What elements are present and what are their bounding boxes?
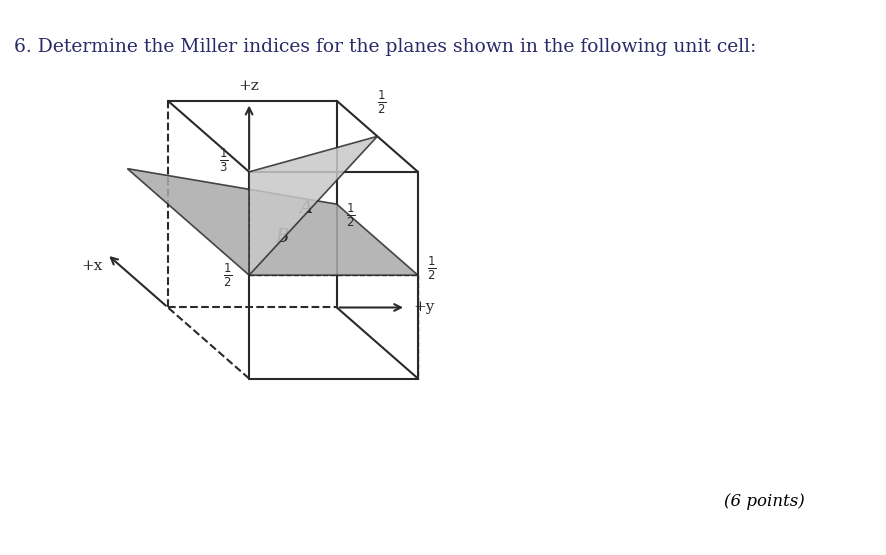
Text: $\frac{1}{2}$: $\frac{1}{2}$ <box>346 201 355 229</box>
Text: $\frac{1}{3}$: $\frac{1}{3}$ <box>218 147 228 174</box>
Text: $\frac{1}{2}$: $\frac{1}{2}$ <box>427 254 436 281</box>
Text: +x: +x <box>81 259 102 273</box>
Text: +y: +y <box>413 300 434 315</box>
Polygon shape <box>249 137 377 275</box>
Text: $\frac{1}{2}$: $\frac{1}{2}$ <box>377 89 386 116</box>
Text: B: B <box>275 228 288 246</box>
Text: (6 points): (6 points) <box>723 493 804 509</box>
Text: A: A <box>299 199 312 218</box>
Polygon shape <box>128 169 417 275</box>
Text: $\frac{1}{2}$: $\frac{1}{2}$ <box>223 261 232 289</box>
Text: 6. Determine the Miller indices for the planes shown in the following unit cell:: 6. Determine the Miller indices for the … <box>14 38 755 56</box>
Text: +z: +z <box>238 79 260 93</box>
